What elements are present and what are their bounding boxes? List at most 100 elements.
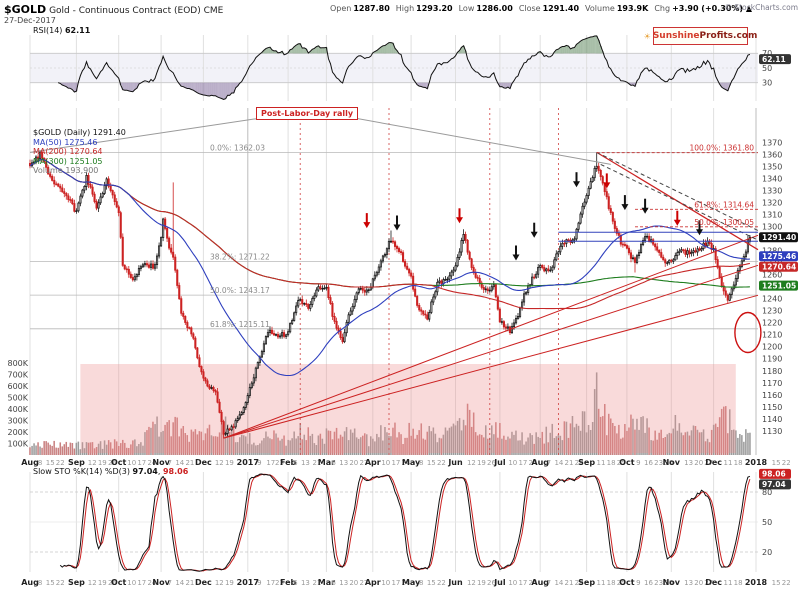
- svg-text:1220: 1220: [762, 319, 782, 328]
- svg-text:200K: 200K: [7, 428, 28, 437]
- svg-text:24: 24: [147, 459, 156, 467]
- svg-text:2018: 2018: [745, 458, 768, 467]
- svg-text:28: 28: [575, 579, 584, 587]
- svg-text:15: 15: [427, 459, 436, 467]
- svg-text:13: 13: [339, 459, 348, 467]
- svg-text:8: 8: [419, 579, 423, 587]
- price-badges: 1291.40 1275.46 1270.64 1251.05: [759, 232, 798, 291]
- legend-volume: Volume 193,900: [33, 166, 99, 175]
- ohlc-quote-row: Open 1287.80 High 1293.20 Low 1286.00 Close 129…: [324, 4, 752, 13]
- svg-text:22: 22: [56, 579, 65, 587]
- svg-text:50: 50: [762, 518, 772, 527]
- svg-text:10: 10: [508, 459, 517, 467]
- month-gridlines: [29, 108, 757, 455]
- svg-text:1180: 1180: [762, 367, 782, 376]
- svg-text:14: 14: [554, 579, 563, 587]
- annotation-post-labor-day-rally: Post-Labor-Day rally: [256, 107, 359, 120]
- trend-lines: [29, 109, 759, 439]
- chart-title: $GOLD Gold - Continuous Contract (EOD) C…: [4, 3, 223, 16]
- svg-text:23: 23: [275, 579, 284, 587]
- svg-text:1360: 1360: [762, 151, 782, 160]
- legend-ma50: MA(50) 1275.46: [33, 137, 98, 147]
- svg-text:22: 22: [437, 579, 446, 587]
- fibonacci-labels: 0.0%: 1362.03 38.2%: 1271.22 50.0%: 1243.1…: [210, 143, 754, 328]
- svg-text:100.0%: 1361.80: 100.0%: 1361.80: [689, 144, 754, 153]
- svg-text:Aug: Aug: [21, 458, 39, 467]
- sto-k-line: [59, 473, 751, 572]
- svg-text:8: 8: [38, 579, 42, 587]
- volume-highlight-box: [80, 364, 736, 453]
- svg-text:1190: 1190: [762, 355, 782, 364]
- svg-text:Mar: Mar: [318, 458, 335, 467]
- svg-text:10: 10: [127, 459, 136, 467]
- svg-text:62.11: 62.11: [762, 55, 786, 64]
- highlight-ellipse: [734, 311, 762, 354]
- sto-d-line: [64, 473, 751, 572]
- svg-text:1320: 1320: [762, 199, 782, 208]
- svg-text:22: 22: [56, 459, 65, 467]
- svg-text:Mar: Mar: [318, 578, 335, 587]
- ma300-line: [29, 158, 750, 288]
- svg-text:22: 22: [437, 459, 446, 467]
- svg-text:98.06: 98.06: [762, 470, 786, 479]
- svg-text:Dec: Dec: [705, 578, 722, 587]
- svg-text:20: 20: [349, 459, 358, 467]
- svg-text:6: 6: [331, 579, 336, 587]
- svg-text:80: 80: [762, 488, 772, 497]
- svg-text:9: 9: [636, 579, 640, 587]
- svg-text:10: 10: [381, 579, 390, 587]
- svg-text:17: 17: [266, 579, 275, 587]
- rsi-excursions: [59, 35, 731, 100]
- svg-text:27: 27: [704, 459, 713, 467]
- svg-text:1160: 1160: [762, 391, 782, 400]
- svg-text:Aug: Aug: [531, 578, 549, 587]
- svg-text:15: 15: [772, 579, 781, 587]
- sto-k-value: 97.04: [132, 467, 158, 476]
- high-value: 1293.20: [416, 4, 453, 13]
- svg-text:600K: 600K: [7, 382, 28, 391]
- svg-text:1270.64: 1270.64: [762, 263, 796, 272]
- svg-text:20: 20: [694, 579, 703, 587]
- svg-text:22: 22: [782, 579, 791, 587]
- svg-text:23: 23: [654, 579, 663, 587]
- svg-text:21: 21: [565, 579, 574, 587]
- svg-text:14: 14: [175, 459, 184, 467]
- quote-date: 27-Dec-2017: [4, 16, 56, 25]
- stockcharts-copyright: © StockCharts.com: [724, 3, 798, 12]
- svg-text:Oct: Oct: [619, 578, 635, 587]
- svg-text:6: 6: [293, 459, 298, 467]
- svg-text:Feb: Feb: [280, 458, 297, 467]
- volume-value: 193.9K: [616, 4, 649, 13]
- svg-text:21: 21: [185, 579, 194, 587]
- legend-ma200: MA(200) 1270.64: [33, 147, 103, 156]
- rsi-line: [58, 35, 751, 100]
- svg-text:12: 12: [467, 579, 476, 587]
- svg-text:11: 11: [724, 579, 733, 587]
- svg-text:15: 15: [46, 579, 55, 587]
- svg-text:17: 17: [391, 459, 400, 467]
- event-vlines: [299, 108, 559, 455]
- sto-name: Slow STO %K(14) %D(3): [33, 467, 130, 476]
- svg-text:28: 28: [575, 459, 584, 467]
- svg-text:26: 26: [108, 579, 117, 587]
- svg-text:Jul: Jul: [493, 578, 506, 587]
- svg-text:13: 13: [684, 459, 693, 467]
- svg-text:26: 26: [487, 459, 496, 467]
- svg-text:20: 20: [694, 459, 703, 467]
- sunshineprofits-logo: ☀ Sunshine Profits.com: [644, 27, 757, 45]
- svg-text:19: 19: [225, 579, 234, 587]
- legend-symbol: $GOLD (Daily) 1291.40: [33, 128, 126, 137]
- svg-text:400K: 400K: [7, 405, 28, 414]
- svg-text:24: 24: [147, 579, 156, 587]
- svg-text:20: 20: [762, 548, 772, 557]
- svg-text:1350: 1350: [762, 163, 782, 172]
- chg-label: Chg: [654, 4, 671, 13]
- svg-text:1291.40: 1291.40: [762, 233, 796, 242]
- svg-text:70: 70: [762, 49, 772, 58]
- svg-text:24: 24: [529, 579, 538, 587]
- svg-text:18: 18: [607, 459, 616, 467]
- volume-label: Volume: [585, 4, 615, 13]
- svg-text:300K: 300K: [7, 416, 28, 425]
- svg-text:18: 18: [734, 579, 743, 587]
- svg-text:1290: 1290: [762, 235, 782, 244]
